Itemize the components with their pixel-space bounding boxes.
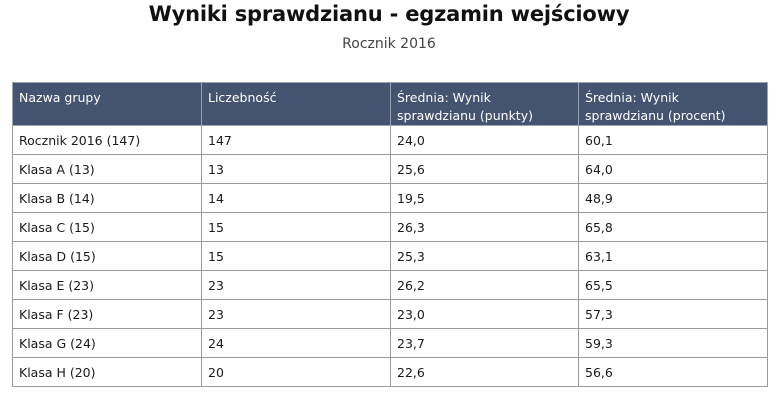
table-row: Klasa B (14) 14 19,5 48,9 [12,183,768,213]
cell-group-name: Klasa C (15) [12,212,202,242]
cell-mean-points: 26,2 [390,270,579,300]
page-subtitle: Rocznik 2016 [342,36,436,52]
cell-mean-points: 22,6 [390,357,579,387]
cell-count: 15 [201,241,391,271]
cell-mean-percent: 48,9 [578,183,768,213]
table-row: Klasa E (23) 23 26,2 65,5 [12,270,768,300]
cell-mean-points: 23,0 [390,299,579,329]
column-header-mean-percent: Średnia: Wynik sprawdzianu (procent) [578,82,768,126]
table-body: Rocznik 2016 (147) 147 24,0 60,1 Klasa A… [12,125,768,387]
table-row: Rocznik 2016 (147) 147 24,0 60,1 [12,125,768,155]
table-row: Klasa G (24) 24 23,7 59,3 [12,328,768,358]
cell-mean-points: 23,7 [390,328,579,358]
cell-group-name: Klasa G (24) [12,328,202,358]
cell-mean-percent: 64,0 [578,154,768,184]
cell-mean-percent: 59,3 [578,328,768,358]
page-title: Wyniki sprawdzianu - egzamin wejściowy [148,2,630,26]
cell-mean-points: 26,3 [390,212,579,242]
cell-mean-points: 25,3 [390,241,579,271]
cell-count: 20 [201,357,391,387]
cell-count: 23 [201,299,391,329]
cell-mean-percent: 63,1 [578,241,768,271]
table-row: Klasa D (15) 15 25,3 63,1 [12,241,768,271]
cell-mean-points: 24,0 [390,125,579,155]
cell-count: 15 [201,212,391,242]
cell-group-name: Klasa D (15) [12,241,202,271]
cell-mean-percent: 56,6 [578,357,768,387]
column-header-count: Liczebność [201,82,391,126]
results-table: Nazwa grupy Liczebność Średnia: Wynik sp… [12,82,768,387]
cell-group-name: Rocznik 2016 (147) [12,125,202,155]
cell-count: 14 [201,183,391,213]
cell-mean-points: 19,5 [390,183,579,213]
cell-mean-percent: 65,8 [578,212,768,242]
cell-mean-points: 25,6 [390,154,579,184]
table-row: Klasa F (23) 23 23,0 57,3 [12,299,768,329]
cell-mean-percent: 60,1 [578,125,768,155]
table-row: Klasa C (15) 15 26,3 65,8 [12,212,768,242]
cell-count: 13 [201,154,391,184]
cell-mean-percent: 57,3 [578,299,768,329]
cell-group-name: Klasa H (20) [12,357,202,387]
table-row: Klasa H (20) 20 22,6 56,6 [12,357,768,387]
cell-count: 147 [201,125,391,155]
cell-count: 24 [201,328,391,358]
cell-count: 23 [201,270,391,300]
header-row: Nazwa grupy Liczebność Średnia: Wynik sp… [12,82,768,126]
cell-mean-percent: 65,5 [578,270,768,300]
table-row: Klasa A (13) 13 25,6 64,0 [12,154,768,184]
cell-group-name: Klasa F (23) [12,299,202,329]
cell-group-name: Klasa E (23) [12,270,202,300]
table-header: Nazwa grupy Liczebność Średnia: Wynik sp… [12,82,768,126]
column-header-mean-points: Średnia: Wynik sprawdzianu (punkty) [390,82,579,126]
column-header-group-name: Nazwa grupy [12,82,202,126]
cell-group-name: Klasa B (14) [12,183,202,213]
cell-group-name: Klasa A (13) [12,154,202,184]
